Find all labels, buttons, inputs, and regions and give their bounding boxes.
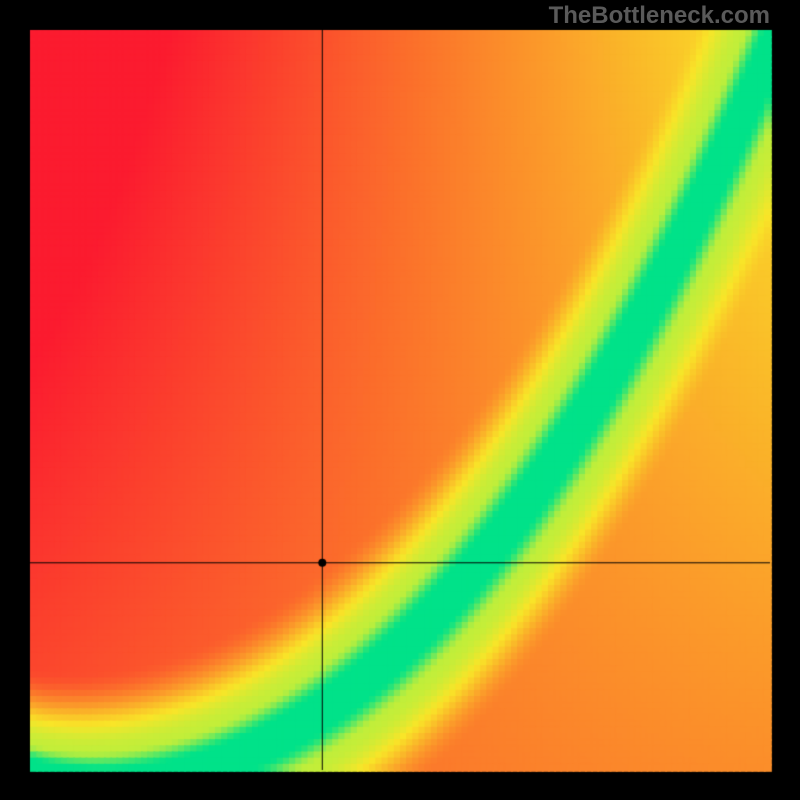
bottleneck-heatmap bbox=[0, 0, 800, 800]
watermark-text: TheBottleneck.com bbox=[549, 2, 770, 30]
